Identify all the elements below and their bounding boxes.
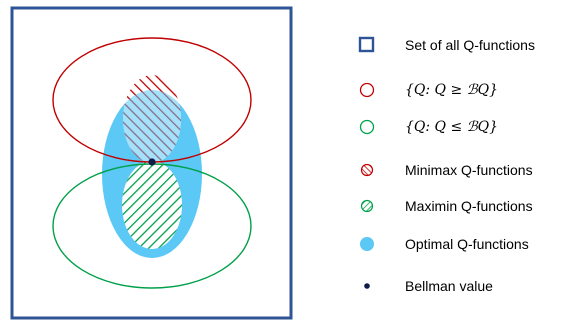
circle-outline-green-icon: [359, 119, 375, 135]
legend-label: Maximin Q-functions: [405, 198, 533, 214]
circle-outline-red-icon: [359, 82, 375, 98]
legend-label: Minimax Q-functions: [405, 162, 533, 178]
legend-icons: [358, 36, 375, 289]
filled-blue-circle-icon: [360, 237, 374, 251]
legend-label: {Q: Q ≥ ℬQ}: [405, 82, 499, 98]
all-q-functions-square: [10, 6, 293, 320]
dot-icon: [364, 283, 370, 289]
legend-label: Set of all Q-functions: [405, 37, 535, 53]
bellman-value-point: [148, 158, 156, 166]
legend-label: Bellman value: [405, 278, 493, 294]
legend-label: Optimal Q-functions: [405, 236, 529, 252]
maximin-hatch: [122, 161, 182, 249]
legend-label: {Q: Q ≤ ℬQ}: [405, 119, 499, 135]
hatched-red-circle-icon: [360, 163, 374, 177]
hatched-green-circle-icon: [360, 199, 374, 213]
minimax-blue-overlap: [123, 90, 181, 163]
square-outline-icon: [358, 36, 375, 53]
